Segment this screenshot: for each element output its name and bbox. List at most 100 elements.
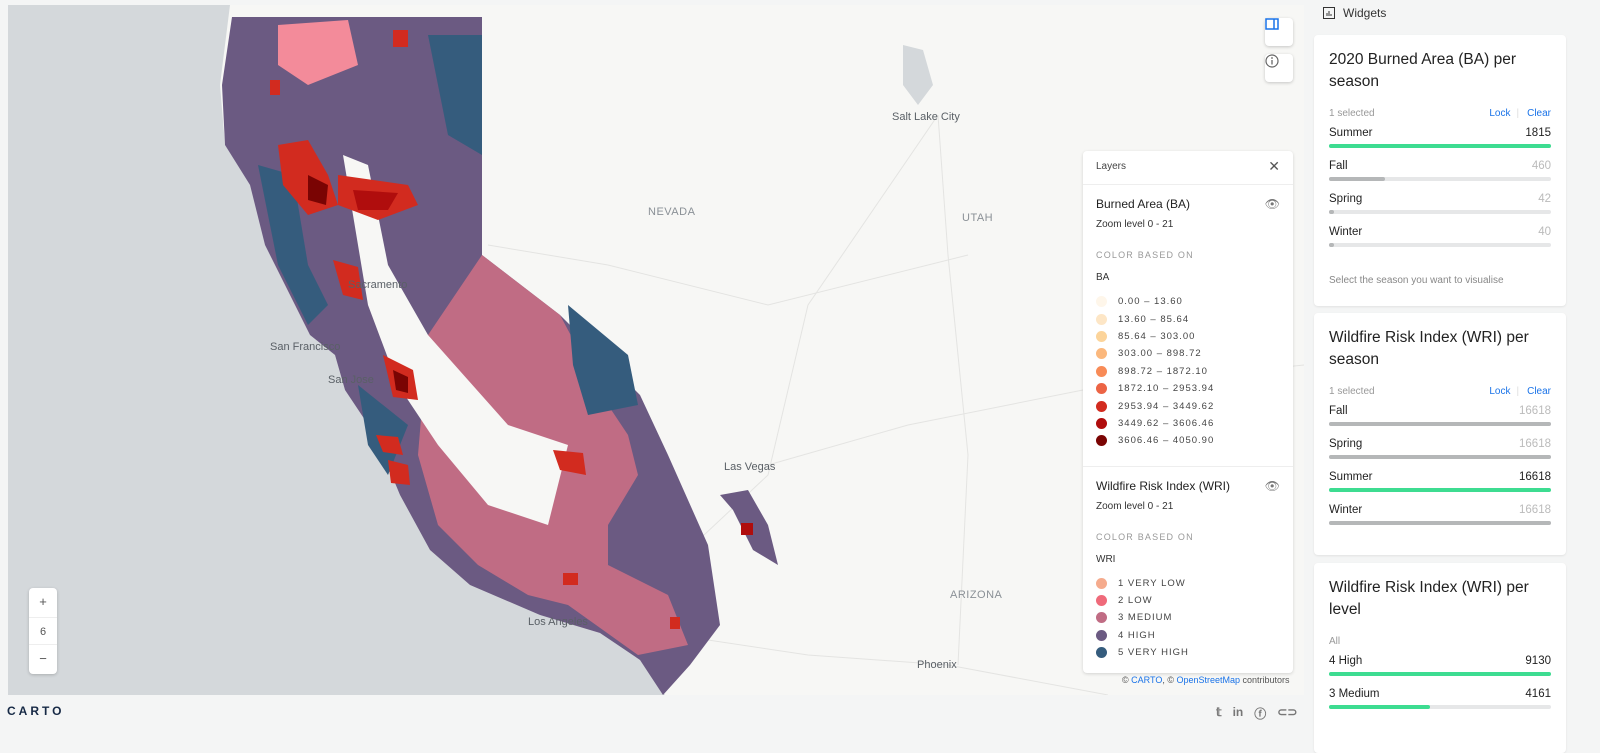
category-label: Summer xyxy=(1329,127,1373,139)
linkedin-icon[interactable]: in xyxy=(1232,705,1244,719)
category-value: 40 xyxy=(1538,226,1551,238)
selection-status: All xyxy=(1329,636,1341,647)
clear-button[interactable]: Clear xyxy=(1527,108,1551,119)
category-value: 9130 xyxy=(1525,655,1551,667)
clear-button[interactable]: Clear xyxy=(1527,386,1551,397)
category-bar xyxy=(1329,672,1551,676)
widget-wri-per-level: Wildfire Risk Index (WRI) per level All … xyxy=(1314,563,1566,753)
category-value: 42 xyxy=(1538,193,1551,205)
twitter-icon[interactable]: 𝕥 xyxy=(1216,705,1222,719)
legend-swatch xyxy=(1096,629,1107,641)
facebook-icon[interactable]: ⓕ xyxy=(1254,707,1267,721)
city-label-san-jose: San Jose xyxy=(328,374,374,386)
category-label: 4 High xyxy=(1329,655,1363,667)
legend-item: 13.60 – 85.64 xyxy=(1096,310,1280,327)
toggle-panel-button[interactable] xyxy=(1265,18,1293,46)
category-bar xyxy=(1329,521,1551,525)
legend-swatch xyxy=(1096,313,1107,325)
city-label-phoenix: Phoenix xyxy=(917,659,957,671)
category-bar xyxy=(1329,422,1551,426)
info-button[interactable] xyxy=(1265,54,1293,82)
category-row[interactable]: Spring 16618 xyxy=(1329,438,1551,459)
legend-swatch xyxy=(1096,577,1107,589)
zoom-in-button[interactable]: + xyxy=(39,594,47,609)
ba-hotspots xyxy=(270,30,753,629)
selection-status: 1 selected xyxy=(1329,386,1375,397)
category-value: 16618 xyxy=(1519,405,1551,417)
legend-swatch xyxy=(1096,417,1107,429)
eye-icon[interactable]: 👁 xyxy=(1264,478,1280,493)
layer-zoom-range: Zoom level 0 - 21 xyxy=(1096,219,1174,230)
legend-swatch xyxy=(1096,348,1107,360)
category-row[interactable]: Spring 42 xyxy=(1329,193,1551,214)
city-label-las-vegas: Las Vegas xyxy=(724,461,776,473)
category-bar xyxy=(1329,177,1551,181)
lock-button[interactable]: Lock xyxy=(1489,386,1511,397)
color-based-on-label: COLOR BASED ON xyxy=(1096,531,1194,542)
category-bar xyxy=(1329,210,1551,214)
attr-sep: , © xyxy=(1162,675,1177,685)
bar-chart-icon xyxy=(1323,7,1335,19)
legend-swatch xyxy=(1096,296,1107,308)
info-icon xyxy=(1265,54,1279,68)
category-row[interactable]: Winter 40 xyxy=(1329,226,1551,247)
legend-item: 1 VERY LOW xyxy=(1096,575,1280,592)
category-row[interactable]: 3 Medium 4161 xyxy=(1329,688,1551,709)
legend-swatch xyxy=(1096,435,1107,447)
category-row[interactable]: 4 High 9130 xyxy=(1329,655,1551,676)
state-label-nevada: NEVADA xyxy=(648,206,696,218)
city-label-san-francisco: San Francisco xyxy=(270,341,341,353)
legend-item: 898.72 – 1872.10 xyxy=(1096,363,1280,380)
attr-prefix: © xyxy=(1122,675,1132,685)
legend-item: 2953.94 – 3449.62 xyxy=(1096,397,1280,414)
category-row[interactable]: Summer 1815 xyxy=(1329,127,1551,148)
category-bar xyxy=(1329,455,1551,459)
legend-swatch xyxy=(1096,383,1107,395)
legend-label: 3 MEDIUM xyxy=(1118,612,1173,624)
carto-link[interactable]: CARTO xyxy=(1131,675,1163,685)
map-attribution: © CARTO, © OpenStreetMap contributors xyxy=(1122,675,1290,685)
color-variable: BA xyxy=(1096,272,1110,283)
close-icon[interactable]: ✕ xyxy=(1268,158,1280,174)
category-row[interactable]: Fall 16618 xyxy=(1329,405,1551,426)
category-row[interactable]: Fall 460 xyxy=(1329,160,1551,181)
category-value: 16618 xyxy=(1519,471,1551,483)
eye-icon[interactable]: 👁 xyxy=(1264,197,1280,211)
city-label-sacramento: Sacramento xyxy=(348,279,408,291)
lock-button[interactable]: Lock xyxy=(1489,108,1511,119)
legend-item: 85.64 – 303.00 xyxy=(1096,328,1280,345)
state-label-arizona: ARIZONA xyxy=(950,589,1003,601)
category-row[interactable]: Summer 16618 xyxy=(1329,471,1551,492)
legend-swatch xyxy=(1096,400,1107,412)
zoom-out-button[interactable]: − xyxy=(39,651,47,667)
state-label-utah: UTAH xyxy=(962,212,994,224)
legend-label: 1 VERY LOW xyxy=(1118,577,1186,589)
link-icon[interactable]: ⊂⊃ xyxy=(1277,705,1298,719)
layer-wri: Wildfire Risk Index (WRI) 👁 Zoom level 0 … xyxy=(1083,465,1293,674)
city-label-los-angeles: Los Angeles xyxy=(528,616,588,628)
category-label: Spring xyxy=(1329,438,1363,450)
category-label: Fall xyxy=(1329,160,1348,172)
category-label: Winter xyxy=(1329,504,1363,516)
category-value: 16618 xyxy=(1519,438,1551,450)
layers-title: Layers xyxy=(1096,161,1127,172)
category-value: 460 xyxy=(1531,160,1551,172)
category-row[interactable]: Winter 16618 xyxy=(1329,504,1551,525)
widget-wri-per-season: Wildfire Risk Index (WRI) per season 1 s… xyxy=(1314,313,1566,555)
widget-title: 2020 Burned Area (BA) per season xyxy=(1329,51,1516,90)
legend-label: 85.64 – 303.00 xyxy=(1118,330,1196,342)
ocean xyxy=(8,5,665,695)
osm-link[interactable]: OpenStreetMap xyxy=(1176,675,1241,685)
widgets-panel: Widgets 2020 Burned Area (BA) per season… xyxy=(1305,0,1600,753)
legend-swatch xyxy=(1096,612,1107,624)
legend-label: 4 HIGH xyxy=(1118,629,1156,641)
category-value: 1815 xyxy=(1525,127,1551,139)
layer-name: Wildfire Risk Index (WRI) xyxy=(1096,478,1231,493)
attr-suffix: contributors xyxy=(1240,675,1290,685)
great-salt-lake xyxy=(903,45,933,105)
layers-legend: Layers ✕ Burned Area (BA) 👁 Zoom level 0 -… xyxy=(1083,151,1293,673)
layer-ba: Burned Area (BA) 👁 Zoom level 0 - 21 COLO… xyxy=(1083,185,1293,462)
legend-label: 303.00 – 898.72 xyxy=(1118,348,1202,360)
legend-label: 2953.94 – 3449.62 xyxy=(1118,400,1215,412)
legend-swatch xyxy=(1096,330,1107,342)
